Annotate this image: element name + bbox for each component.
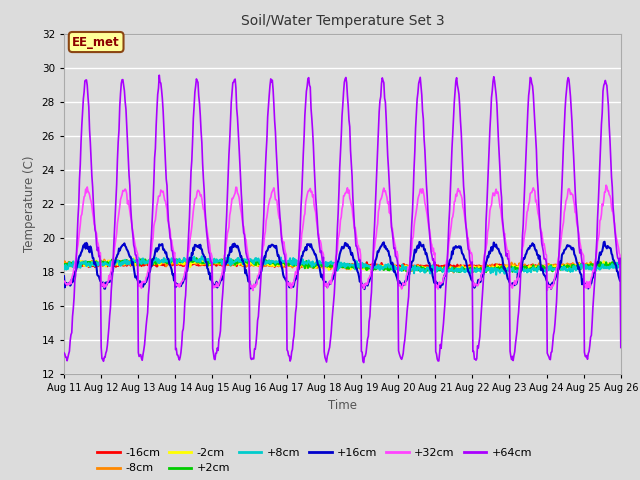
X-axis label: Time: Time xyxy=(328,399,357,412)
Y-axis label: Temperature (C): Temperature (C) xyxy=(23,156,36,252)
Text: EE_met: EE_met xyxy=(72,36,120,48)
Legend: -16cm, -8cm, -2cm, +2cm, +8cm, +16cm, +32cm, +64cm: -16cm, -8cm, -2cm, +2cm, +8cm, +16cm, +3… xyxy=(93,444,536,478)
Title: Soil/Water Temperature Set 3: Soil/Water Temperature Set 3 xyxy=(241,14,444,28)
